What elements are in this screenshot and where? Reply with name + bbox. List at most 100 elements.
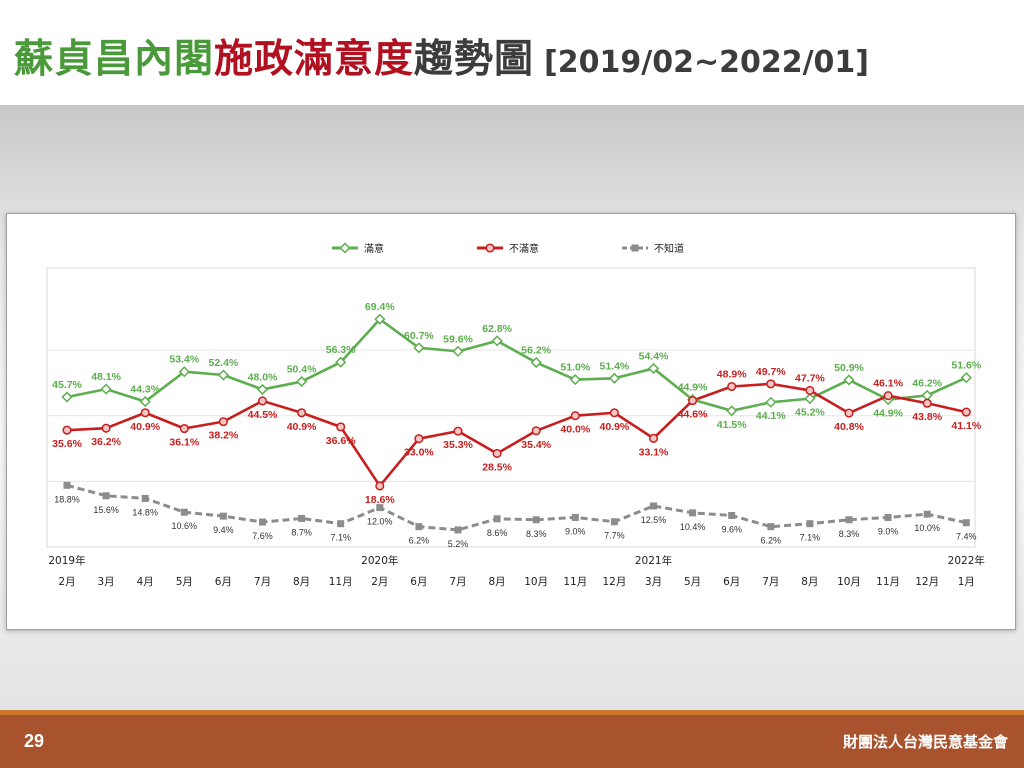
data-point-不滿意 (492, 448, 502, 459)
data-point-滿意 (843, 374, 855, 386)
x-tick-label: 7月 (254, 576, 271, 588)
data-label-不滿意: 38.2% (209, 430, 239, 442)
data-label-滿意: 60.7% (404, 330, 434, 342)
data-point-不知道 (728, 511, 736, 519)
data-point-不滿意 (257, 396, 268, 406)
data-point-不滿意 (101, 423, 111, 433)
data-label-不滿意: 40.8% (834, 421, 864, 433)
data-point-不滿意 (922, 398, 932, 408)
data-label-滿意: 48.0% (248, 371, 278, 383)
data-label-不滿意: 40.9% (600, 421, 630, 433)
data-point-不滿意 (453, 426, 463, 436)
data-point-不滿意 (336, 422, 346, 432)
data-label-滿意: 41.5% (717, 419, 747, 431)
data-point-滿意 (335, 356, 347, 368)
data-point-不知道 (884, 513, 892, 521)
footer-accent-line (0, 710, 1024, 715)
x-year-label: 2021年 (635, 554, 672, 567)
data-point-滿意 (139, 396, 151, 408)
x-tick-label: 6月 (215, 576, 232, 588)
data-point-滿意 (61, 391, 73, 403)
x-tick-label: 1月 (958, 576, 975, 588)
x-year-label: 2019年 (48, 554, 85, 567)
data-label-滿意: 53.4% (169, 354, 199, 366)
plot-area-border (46, 267, 976, 548)
data-label-滿意: 44.1% (756, 410, 786, 422)
legend-marker (339, 242, 351, 254)
data-label-不知道: 5.2% (448, 539, 469, 549)
data-label-滿意: 69.4% (365, 301, 395, 313)
data-label-不知道: 9.0% (565, 526, 586, 536)
data-point-滿意 (491, 335, 503, 347)
data-label-不滿意: 44.5% (248, 409, 278, 421)
data-point-不知道 (767, 523, 775, 531)
data-label-滿意: 52.4% (209, 357, 239, 369)
data-label-不知道: 8.6% (487, 528, 508, 538)
slide-title-green-part: 蘇貞昌內閣 (14, 37, 215, 82)
data-point-不滿意 (179, 423, 189, 434)
data-label-不滿意: 36.2% (91, 436, 121, 448)
series-line-不知道 (66, 483, 967, 532)
data-point-滿意 (374, 313, 386, 325)
data-point-不知道 (806, 520, 814, 528)
data-point-滿意 (256, 383, 269, 396)
data-point-不知道 (689, 509, 697, 517)
legend-label: 滿意 (364, 242, 384, 255)
data-label-不滿意: 41.1% (951, 420, 981, 432)
data-point-不知道 (102, 492, 110, 500)
data-label-不知道: 10.4% (680, 522, 706, 532)
data-label-不滿意: 33.0% (404, 447, 434, 459)
data-label-不滿意: 36.6% (326, 435, 356, 447)
slide-footer: 29 財團法人台灣民意基金會 (0, 715, 1024, 768)
data-label-滿意: 45.7% (52, 379, 82, 391)
data-point-不滿意 (766, 379, 776, 389)
data-label-滿意: 46.2% (912, 377, 942, 389)
data-point-滿意 (765, 396, 777, 408)
chart-frame: 滿意 不滿意 不知道 45.7% 48.1% 44.3% 53.4% 52.4% 48.0% 50… (6, 213, 1016, 630)
data-point-滿意 (413, 342, 425, 354)
data-label-不知道: 9.4% (213, 525, 234, 535)
data-point-滿意 (569, 374, 581, 386)
page-number: 29 (24, 731, 45, 751)
legend-label: 不知道 (654, 242, 684, 255)
data-label-不知道: 10.0% (914, 523, 940, 533)
slide-title-bar: 蘇貞昌內閣施政滿意度趨勢圖 [2019/02~2022/01] (0, 0, 1024, 105)
x-tick-label: 7月 (449, 576, 466, 588)
data-point-不滿意 (218, 417, 228, 427)
data-point-滿意 (100, 383, 112, 395)
data-label-不滿意: 49.7% (756, 366, 786, 378)
slide-title: 蘇貞昌內閣施政滿意度趨勢圖 [2019/02~2022/01] (14, 28, 869, 84)
x-tick-label: 8月 (293, 576, 310, 588)
data-point-不滿意 (531, 426, 541, 436)
data-label-滿意: 62.8% (482, 323, 512, 335)
data-point-不滿意 (961, 407, 971, 417)
data-label-滿意: 50.4% (287, 364, 317, 376)
data-point-不知道 (571, 513, 579, 521)
x-tick-label: 12月 (915, 576, 939, 588)
x-tick-label: 4月 (137, 576, 154, 588)
x-tick-label: 5月 (176, 576, 193, 588)
data-label-不知道: 7.4% (956, 532, 977, 542)
data-point-不知道 (610, 518, 618, 526)
x-tick-label: 2月 (58, 576, 75, 588)
data-point-滿意 (804, 393, 816, 405)
x-tick-label: 3月 (645, 576, 662, 588)
x-tick-label: 8月 (489, 576, 506, 588)
data-label-滿意: 44.9% (873, 408, 903, 420)
data-label-滿意: 51.6% (951, 360, 981, 372)
legend-label: 不滿意 (509, 242, 539, 255)
data-label-不知道: 10.6% (172, 521, 198, 531)
data-point-不滿意 (805, 385, 815, 395)
slide-title-red-part: 施政滿意度 (214, 37, 415, 82)
data-label-滿意: 51.0% (560, 362, 590, 374)
data-label-滿意: 59.6% (443, 333, 473, 345)
data-point-滿意 (960, 372, 972, 384)
data-point-不滿意 (140, 408, 150, 418)
data-point-滿意 (530, 356, 542, 369)
series-line-滿意 (66, 317, 967, 413)
data-point-不知道 (298, 514, 306, 522)
data-label-滿意: 45.2% (795, 407, 825, 419)
data-point-不知道 (923, 510, 931, 518)
data-label-不滿意: 35.3% (443, 439, 473, 451)
data-label-不知道: 7.1% (800, 533, 821, 543)
